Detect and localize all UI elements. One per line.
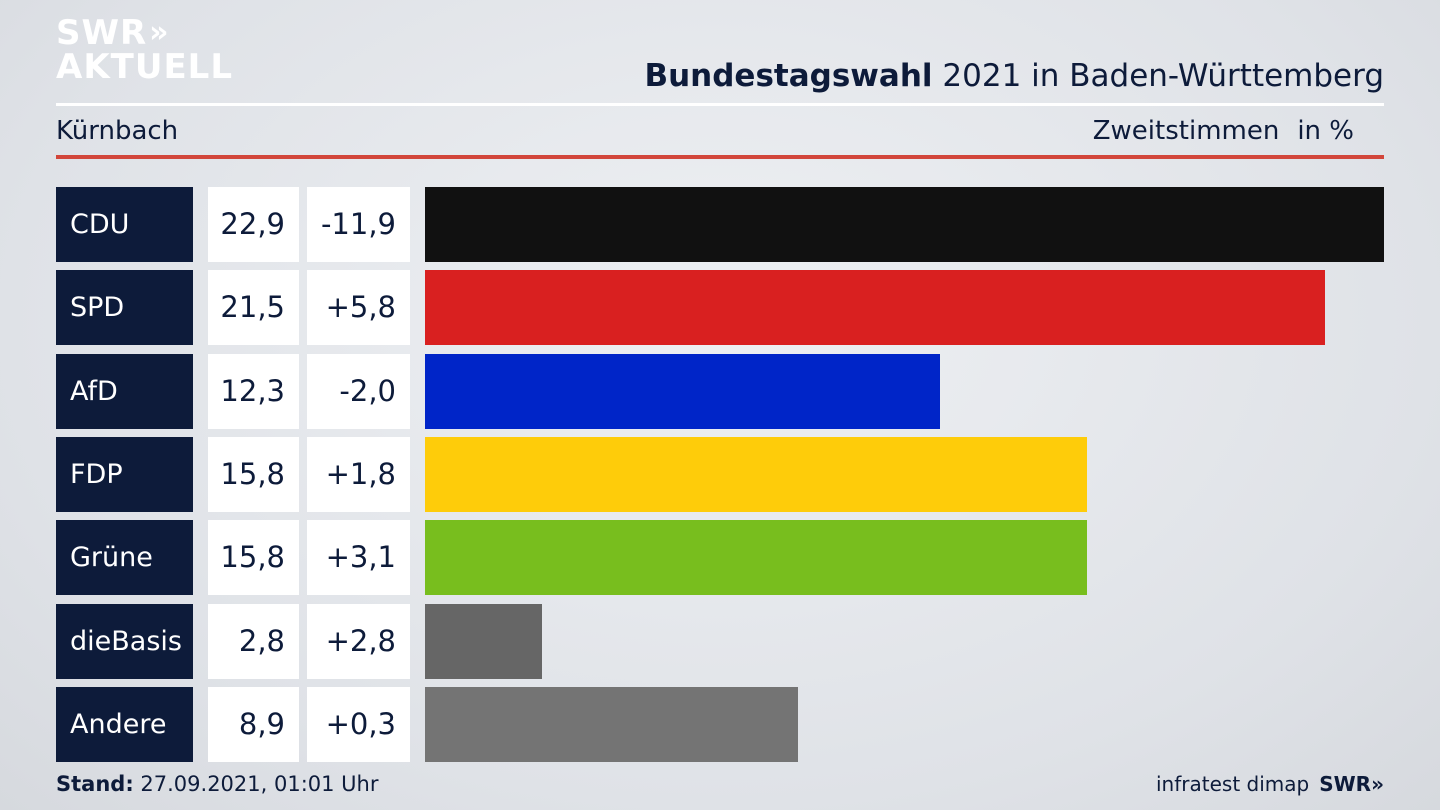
bar-andere [425, 686, 798, 762]
source-credit: infratest dimap SWR» [1156, 772, 1384, 796]
value-label: 8,9 [208, 686, 299, 762]
party-label: dieBasis [56, 603, 193, 679]
swr-brand-logo: SWR» [1319, 772, 1384, 796]
region-label: Kürnbach [56, 116, 179, 146]
party-label: SPD [56, 270, 193, 346]
change-label: +0,3 [307, 686, 410, 762]
value-label: 21,5 [208, 270, 299, 346]
party-label: FDP [56, 436, 193, 512]
bar-fdp [425, 436, 1087, 512]
bar-grüne [425, 520, 1087, 596]
timestamp: Stand: 27.09.2021, 01:01 Uhr [56, 772, 379, 796]
party-label: CDU [56, 187, 193, 262]
party-label: Grüne [56, 520, 193, 596]
logo-swr-text: SWR [56, 13, 148, 53]
change-label: +1,8 [307, 436, 410, 512]
logo-aktuell-text: AKTUELL [56, 47, 234, 87]
bar-afd [425, 353, 941, 429]
chart-row-spd: SPD 21,5 +5,8 [56, 270, 1384, 346]
chart-title-rest: 2021 in Baden-Württemberg [932, 58, 1384, 94]
chart-row-grüne: Grüne 15,8 +3,1 [56, 520, 1384, 596]
accent-divider [56, 155, 1384, 159]
measure-label: Zweitstimmen in % [1093, 116, 1354, 146]
chart-row-cdu: CDU 22,9 -11,9 [56, 187, 1384, 262]
chart-row-andere: Andere 8,9 +0,3 [56, 686, 1384, 762]
timestamp-value: 27.09.2021, 01:01 Uhr [133, 772, 379, 796]
chart-row-diebasis: dieBasis 2,8 +2,8 [56, 603, 1384, 679]
unit-label: in % [1297, 116, 1354, 146]
source-name: infratest dimap [1156, 772, 1310, 796]
measure-name: Zweitstimmen [1092, 116, 1280, 146]
bar-spd [425, 270, 1326, 346]
change-label: -11,9 [307, 187, 410, 262]
value-label: 12,3 [208, 353, 299, 429]
chart-row-afd: AfD 12,3 -2,0 [56, 353, 1384, 429]
change-label: +2,8 [307, 603, 410, 679]
value-label: 2,8 [208, 603, 299, 679]
change-label: -2,0 [307, 353, 410, 429]
timestamp-label: Stand: [56, 772, 134, 796]
value-label: 15,8 [208, 520, 299, 596]
chart-title: Bundestagswahl 2021 in Baden-Württemberg [644, 58, 1384, 94]
chart-title-bold: Bundestagswahl [644, 58, 933, 94]
party-label: Andere [56, 686, 193, 762]
swr-aktuell-logo: SWR » AKTUELL [56, 13, 234, 87]
value-label: 15,8 [208, 436, 299, 512]
change-label: +5,8 [307, 270, 410, 346]
bar-diebasis [425, 603, 543, 679]
value-label: 22,9 [208, 187, 299, 262]
change-label: +3,1 [307, 520, 410, 596]
chart-row-fdp: FDP 15,8 +1,8 [56, 436, 1384, 512]
header-divider [56, 103, 1384, 106]
logo-arrows-icon: » [149, 15, 169, 50]
party-label: AfD [56, 353, 193, 429]
bar-cdu [425, 187, 1384, 262]
